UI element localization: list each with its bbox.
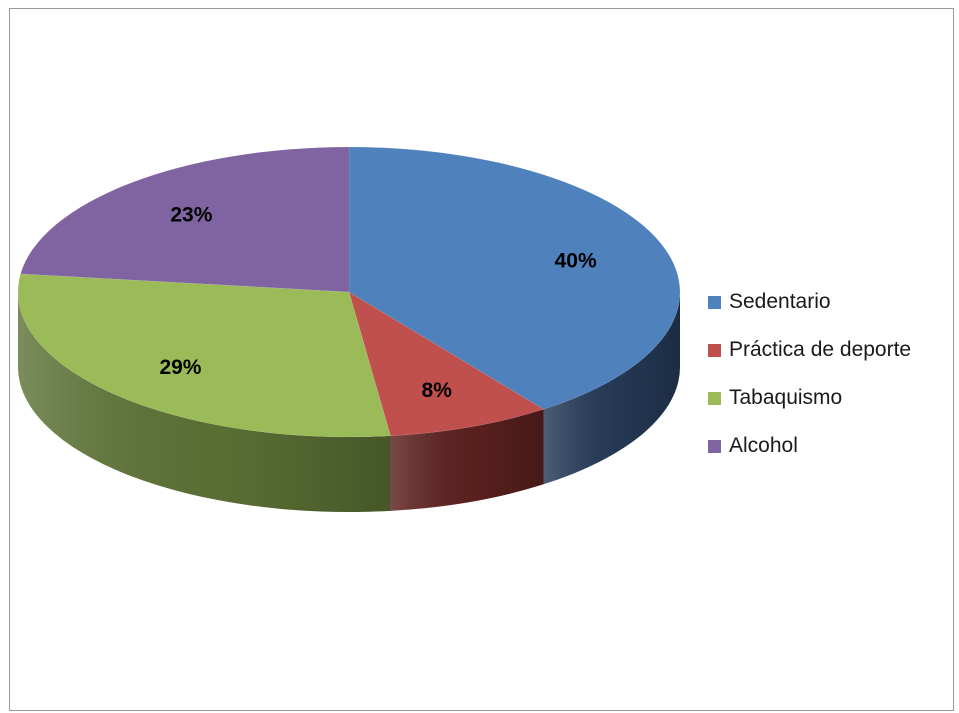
legend-label-practica-deporte: Práctica de deporte [729, 338, 912, 361]
data-label-sedentario: 40% [555, 250, 597, 273]
legend-item-practica-deporte: Práctica de deporte [708, 326, 911, 374]
legend-swatch-alcohol [708, 439, 721, 453]
pie-slice-practica-deporte [348, 291, 545, 437]
pie-slice-alcohol [20, 146, 350, 293]
legend-swatch-tabaquismo [708, 391, 721, 405]
legend-label-tabaquismo: Tabaquismo [729, 386, 843, 409]
legend-label-alcohol: Alcohol [729, 434, 798, 457]
data-label-tabaquismo: 29% [159, 356, 201, 379]
legend-item-tabaquismo: Tabaquismo [708, 374, 911, 422]
pie-slice-sedentario [348, 146, 681, 410]
data-label-alcohol: 23% [170, 204, 212, 227]
pie-side-shade-practica-deporte [390, 409, 544, 511]
legend: Sedentario Práctica de deporte Tabaquism… [708, 278, 911, 470]
legend-swatch-sedentario [708, 295, 721, 309]
legend-swatch-practica-deporte [708, 343, 721, 357]
legend-item-sedentario: Sedentario [708, 278, 911, 326]
data-label-practica-deporte: 8% [422, 379, 453, 402]
legend-label-sedentario: Sedentario [729, 290, 831, 313]
pie-side-shade-sedentario [543, 292, 680, 485]
pie-side-shade-tabaquismo [18, 292, 391, 512]
pie-slice-tabaquismo [17, 273, 391, 438]
legend-item-alcohol: Alcohol [708, 422, 911, 470]
